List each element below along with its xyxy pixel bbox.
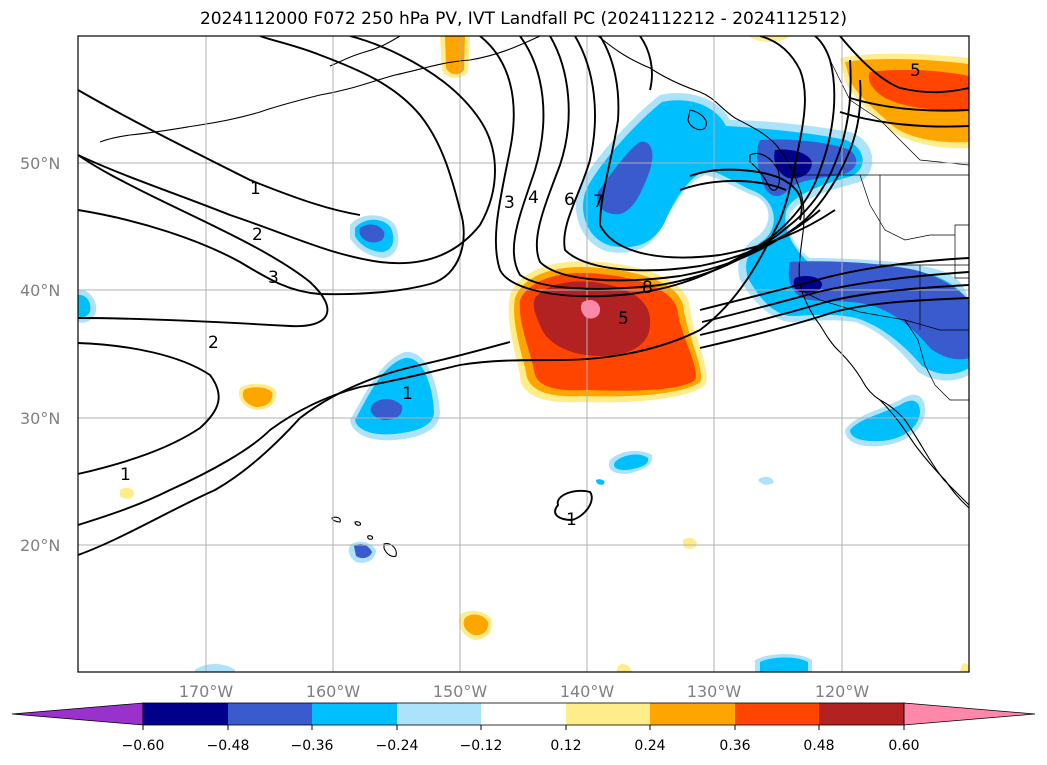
map-panel: 1 2 3 2 1 1 3 4 6 7 8 5 5 1 xyxy=(78,36,969,672)
contour-label: 1 xyxy=(120,465,131,485)
latitude-labels: 50°N 40°N 30°N 20°N xyxy=(20,154,60,555)
plot-title: 2024112000 F072 250 hPa PV, IVT Landfall… xyxy=(199,9,847,29)
colorbar-tick-label: 0.36 xyxy=(719,738,750,754)
lat-label: 30°N xyxy=(20,409,60,428)
contour-label: 3 xyxy=(504,193,515,213)
lat-label: 40°N xyxy=(20,281,60,300)
contour-label: 5 xyxy=(618,309,629,329)
colorbar-tick-label: 0.24 xyxy=(634,738,665,754)
colorbar-tick-label: −0.60 xyxy=(122,738,165,754)
lon-label: 120°W xyxy=(815,682,870,701)
colorbar-segment xyxy=(481,703,566,725)
colorbar-segment xyxy=(312,703,397,725)
colorbar-tick-label: −0.36 xyxy=(291,738,334,754)
contour-labels: 1 2 3 2 1 1 3 4 6 7 8 5 5 1 xyxy=(120,61,921,530)
map-frame xyxy=(77,35,970,673)
colorbar-segment xyxy=(228,703,312,725)
lat-label: 50°N xyxy=(20,154,60,173)
borders xyxy=(790,59,969,401)
colorbar-tick-label: 0.12 xyxy=(550,738,581,754)
contour-label: 1 xyxy=(566,510,577,530)
contour-label: 6 xyxy=(564,190,575,210)
contour-label: 8 xyxy=(642,278,653,298)
lon-label: 140°W xyxy=(560,682,615,701)
colorbar-tick-label: −0.24 xyxy=(376,738,419,754)
colorbar-segment xyxy=(397,703,481,725)
lon-label: 170°W xyxy=(179,682,234,701)
colorbar-extend-high xyxy=(903,702,1036,726)
lat-label: 20°N xyxy=(20,536,60,555)
colorbar-extend-low xyxy=(11,702,144,726)
colorbar-segment xyxy=(566,703,650,725)
lon-label: 160°W xyxy=(306,682,361,701)
contour-label: 2 xyxy=(252,225,263,245)
contour-label: 4 xyxy=(528,188,539,208)
lon-label: 130°W xyxy=(687,682,742,701)
colorbar-tick-label: 0.60 xyxy=(888,738,919,754)
colorbar-tick-label: −0.48 xyxy=(207,738,250,754)
lon-label: 150°W xyxy=(433,682,488,701)
contour-label: 5 xyxy=(910,61,921,81)
colorbar-segment xyxy=(819,703,904,725)
colorbar-segment xyxy=(650,703,735,725)
pv-contours xyxy=(78,36,969,556)
colorbar-segment xyxy=(735,703,819,725)
longitude-labels: 170°W 160°W 150°W 140°W 130°W 120°W xyxy=(179,682,870,701)
contour-label: 1 xyxy=(402,384,413,404)
contour-label: 1 xyxy=(250,179,261,199)
colorbar-tick-label: −0.12 xyxy=(460,738,503,754)
contour-label: 3 xyxy=(268,268,279,288)
colorbar-tick-label: 0.48 xyxy=(803,738,834,754)
colorbar: −0.60 −0.48 −0.36 −0.24 −0.12 0.12 0.24 … xyxy=(11,702,1036,754)
contour-label: 2 xyxy=(208,333,219,353)
colorbar-segment xyxy=(143,703,228,725)
contour-label: 7 xyxy=(593,192,604,212)
